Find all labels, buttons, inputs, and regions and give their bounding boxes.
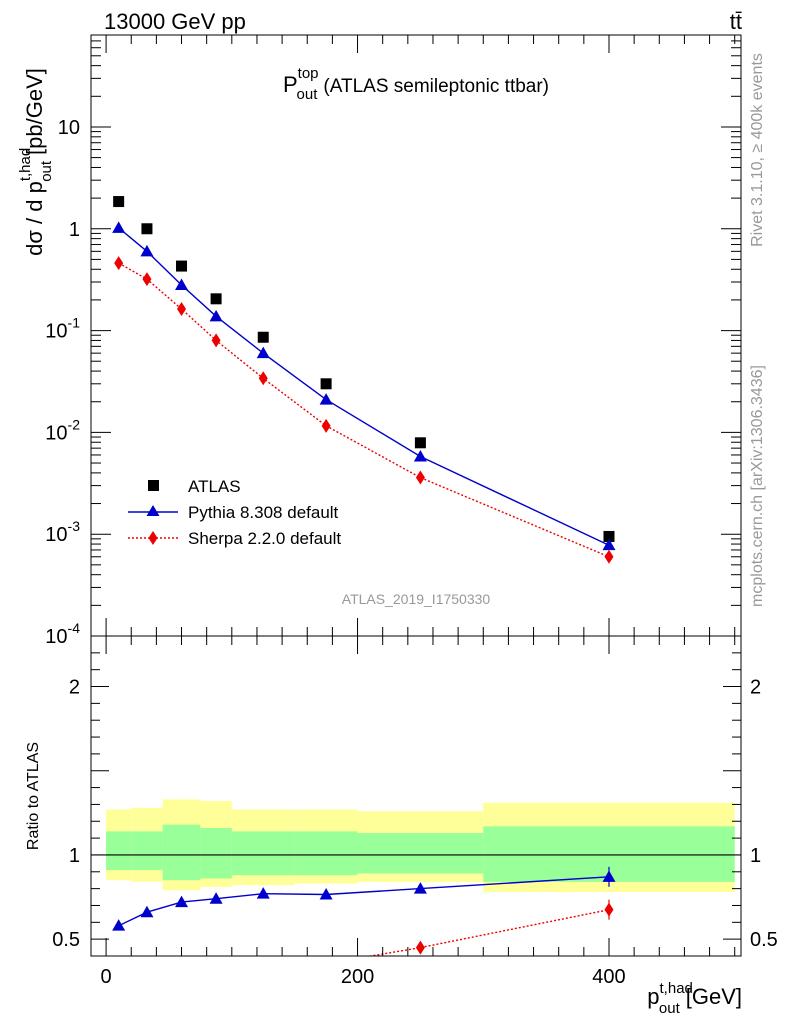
uncertainty-band-inner (294, 831, 358, 876)
uncertainty-band-inner (357, 833, 484, 874)
data-point-pythia-8-308-default (319, 393, 333, 405)
ratio-y-tick-label: 0.5 (52, 929, 80, 951)
main-plot-area (112, 196, 616, 564)
x-axis-label: pt,had out [GeV] (647, 980, 742, 1017)
ratio-point-pythia-8-308-default (112, 919, 126, 931)
x-tick-label: 400 (592, 966, 625, 988)
title-rest: (ATLAS semileptonic ttbar) (323, 76, 549, 97)
data-point-pythia-8-308-default (256, 346, 270, 359)
x-tick-label: 0 (101, 966, 112, 988)
xlabel-sub: out (659, 1000, 681, 1017)
data-point-sherpa-2-2-0-default (604, 549, 614, 564)
ratio-point-pythia-8-308-default (175, 895, 189, 908)
uncertainty-band-inner (162, 824, 201, 881)
data-point-sherpa-2-2-0-default (258, 371, 268, 386)
process-label: tt̄ (730, 9, 742, 34)
legend-entry-atlas: ATLAS (148, 477, 241, 496)
y-tick-label: 10 (58, 117, 80, 139)
title-sub: out (297, 86, 319, 103)
ratio-point-sherpa-2-2-0-default (604, 902, 614, 917)
series-line-pythia-8-308-default (118, 227, 610, 546)
ratio-y-axis-label: Ratio to ATLAS (25, 742, 42, 850)
data-point-atlas (210, 293, 222, 305)
data-point-pythia-8-308-default (209, 309, 223, 322)
ratio-point-pythia-8-308-default (602, 870, 616, 882)
legend-entry-pythia: Pythia 8.308 default (128, 503, 339, 522)
ratio-point-sherpa-2-2-0-default (415, 940, 425, 955)
ratio-y-tick-label-right: 2 (750, 677, 761, 699)
rivet-label: Rivet 3.1.10, ≥ 400k events (749, 53, 766, 247)
legend-square-marker (148, 480, 159, 491)
data-point-atlas (141, 223, 153, 235)
ratio-line-pythia-8-308-default (118, 876, 610, 927)
data-point-sherpa-2-2-0-default (321, 418, 331, 433)
xlabel-main: p (647, 984, 659, 1009)
legend-triangle-marker (146, 505, 160, 516)
series-line-sherpa-2-2-0-default (118, 262, 610, 558)
legend-diamond-marker (148, 531, 158, 545)
y-tick-label: 10-1 (45, 315, 80, 343)
legend-entry-sherpa: Sherpa 2.2.0 default (128, 529, 341, 548)
legend-label-atlas: ATLAS (188, 477, 241, 496)
data-point-atlas (320, 378, 332, 390)
plot-title: Ptop out (ATLAS semileptonic ttbar) (283, 65, 549, 103)
ratio-y-tick-label-right: 1 (750, 845, 761, 867)
ratio-point-pythia-8-308-default (256, 887, 270, 899)
data-point-pythia-8-308-default (602, 538, 616, 551)
y-tick-label: 10-3 (45, 518, 80, 546)
ratio-y-tick-label: 1 (69, 845, 80, 867)
uncertainty-band-inner (231, 831, 295, 876)
data-point-atlas (113, 196, 125, 208)
main-axes: 10 1 10-1 10-2 10-3 10-4 (45, 34, 741, 648)
data-point-atlas (414, 437, 426, 449)
ratio-plot-area (91, 799, 741, 956)
data-point-sherpa-2-2-0-default (177, 301, 187, 316)
data-point-pythia-8-308-default (175, 278, 189, 291)
legend-label-sherpa: Sherpa 2.2.0 default (188, 529, 341, 548)
ratio-point-pythia-8-308-default (413, 882, 427, 894)
ratio-point-pythia-8-308-default (319, 888, 333, 900)
data-point-atlas (257, 331, 269, 343)
ratio-point-pythia-8-308-default (140, 905, 154, 918)
mcplots-label: mcplots.cern.ch [arXiv:1306.3436] (749, 365, 766, 607)
xlabel-unit: [GeV] (686, 984, 742, 1009)
ratio-y-tick-label: 2 (69, 677, 80, 699)
data-point-atlas (176, 260, 188, 272)
ratio-axes: 0 200 400 0.5 0.5 1 1 2 2 (52, 636, 778, 988)
data-point-sherpa-2-2-0-default (415, 470, 425, 485)
analysis-id: ATLAS_2019_I1750330 (342, 591, 491, 607)
y-tick-label: 10-4 (45, 620, 80, 648)
ratio-frame (90, 635, 742, 957)
x-tick-label: 200 (341, 966, 374, 988)
legend: ATLAS Pythia 8.308 default Sherpa 2.2.0 … (128, 477, 341, 548)
data-point-pythia-8-308-default (112, 221, 126, 233)
uncertainty-band-inner (131, 831, 163, 871)
ratio-point-pythia-8-308-default (209, 892, 223, 904)
legend-label-pythia: Pythia 8.308 default (188, 503, 339, 522)
energy-label: 13000 GeV pp (104, 9, 246, 34)
xlabel-sup: t,had (660, 980, 693, 997)
ylabel-unit: [pb/GeV] (22, 68, 47, 155)
data-point-pythia-8-308-default (413, 449, 427, 462)
ratio-y-tick-label-right: 0.5 (750, 929, 778, 951)
data-point-sherpa-2-2-0-default (114, 256, 124, 271)
data-point-sherpa-2-2-0-default (211, 333, 221, 348)
main-y-axis-label: dσ / d pt,had out [pb/GeV] (17, 68, 55, 256)
ylabel-main: dσ / d p (22, 181, 47, 256)
uncertainty-band-inner (106, 831, 132, 871)
title-main: P (283, 72, 298, 97)
ylabel-sup: t,had (17, 148, 34, 181)
y-tick-label: 10-2 (45, 416, 80, 444)
y-tick-label: 1 (69, 219, 80, 241)
data-point-atlas (603, 530, 615, 542)
ratio-series-group (112, 866, 616, 956)
uncertainty-band-inner (200, 828, 232, 879)
data-point-pythia-8-308-default (140, 244, 154, 257)
data-point-sherpa-2-2-0-default (142, 272, 152, 287)
title-sup: top (298, 65, 319, 82)
ylabel-sub: out (38, 160, 55, 182)
